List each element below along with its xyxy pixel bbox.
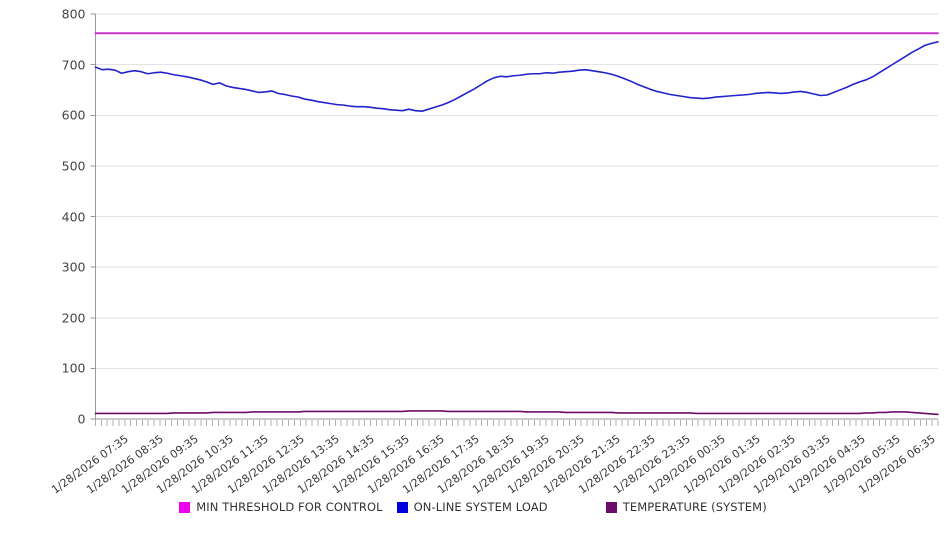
y-axis-tick-label: 700	[61, 57, 86, 73]
x-tick-marks-group	[95, 420, 939, 426]
chart-legend: MIN THRESHOLD FOR CONTROL ON-LINE SYSTEM …	[0, 494, 946, 520]
gridlines-group	[95, 13, 938, 420]
y-axis-tick-label: 300	[61, 259, 86, 275]
chart-container: 800 700 600 500 400 300 200 100 0 1/28/2026 07:3…	[0, 6, 946, 520]
y-axis-tick-label: 600	[61, 107, 86, 123]
legend-item-label: MIN THRESHOLD FOR CONTROL	[196, 500, 383, 514]
series-line-3	[94, 410, 939, 416]
axis-lines-group	[90, 13, 938, 420]
legend-item-3[interactable]: TEMPERATURE (SYSTEM)	[605, 500, 767, 514]
y-axis-tick-label: 400	[61, 209, 86, 224]
y-axis-tick-label: 500	[61, 158, 86, 174]
series-line-2	[94, 41, 939, 112]
chart-plot-area	[90, 13, 939, 426]
y-axis-tick-label: 0	[77, 411, 86, 427]
legend-item-1[interactable]: MIN THRESHOLD FOR CONTROL	[179, 500, 383, 514]
y-axis-tick-label: 100	[61, 360, 86, 376]
legend-item-label: TEMPERATURE (SYSTEM)	[622, 500, 767, 514]
legend-item-label: ON-LINE SYSTEM LOAD	[413, 500, 548, 514]
legend-color-swatch-icon	[605, 501, 617, 513]
legend-color-swatch-icon	[396, 501, 408, 513]
y-axis-tick-label: 200	[61, 310, 86, 326]
y-axis-tick-label: 800	[61, 6, 86, 22]
legend-color-swatch-icon	[179, 501, 191, 513]
legend-item-2[interactable]: ON-LINE SYSTEM LOAD	[396, 500, 548, 514]
data-series-group	[94, 32, 939, 416]
